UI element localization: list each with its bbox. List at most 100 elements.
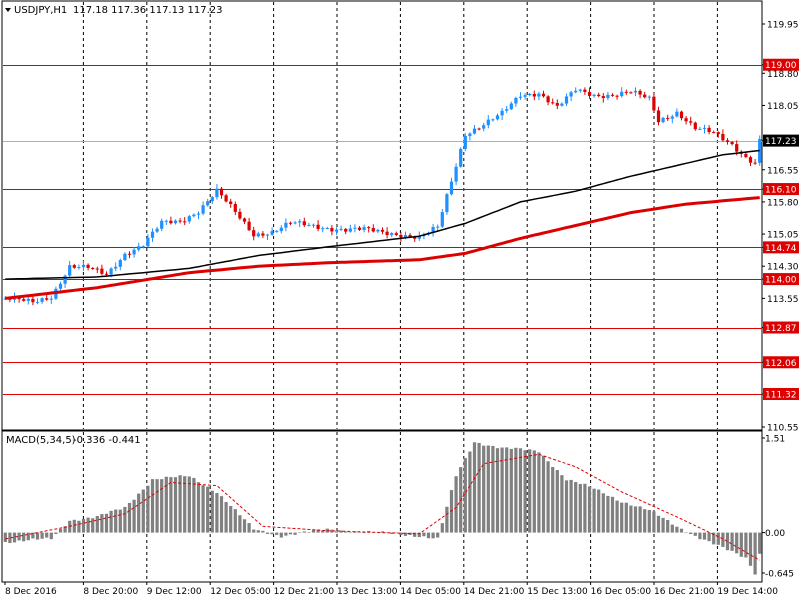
candle-body (247, 221, 251, 231)
candle-body (744, 153, 748, 158)
macd-bar (574, 482, 578, 533)
price-level-label: 112.06 (765, 359, 797, 369)
candle-body (63, 275, 67, 284)
candle-body (40, 298, 44, 302)
macd-bar (229, 505, 233, 533)
macd-bar (753, 532, 757, 575)
candlestick-series (3, 87, 762, 306)
candle-body (325, 228, 329, 230)
candle-body (137, 246, 141, 250)
macd-tick-label: 0.00 (765, 529, 785, 539)
macd-bar (81, 518, 86, 533)
macd-bar (215, 493, 219, 533)
candle-body (712, 132, 716, 134)
candle-body (574, 90, 578, 93)
macd-bar (744, 532, 748, 558)
candle-body (537, 93, 541, 97)
macd-bar (601, 493, 605, 533)
macd-bar (362, 532, 366, 534)
candle-body (173, 220, 178, 224)
price-tick-label: 115.05 (767, 231, 799, 241)
macd-bar (77, 520, 81, 533)
candle-body (394, 233, 398, 235)
candle-body (583, 89, 587, 92)
candle-body (81, 264, 86, 267)
candle-body (68, 265, 72, 276)
macd-bar (716, 532, 720, 545)
macd-bar (730, 532, 734, 551)
candle-body (675, 111, 679, 117)
macd-bar (633, 506, 638, 533)
macd-bar (638, 506, 642, 533)
macd-bar (31, 532, 35, 539)
macd-bar (615, 500, 619, 533)
candle-body (118, 260, 122, 267)
macd-bar (702, 532, 707, 540)
candle-body (150, 231, 155, 238)
candle-body (518, 96, 523, 98)
macd-bar (45, 532, 49, 538)
macd-bar (3, 532, 7, 542)
candle-body (390, 233, 394, 236)
macd-bar (721, 532, 725, 547)
macd-bar (583, 483, 587, 533)
candle-body (551, 102, 555, 104)
candle-body (22, 299, 26, 301)
macd-bar (146, 485, 150, 533)
macd-bar (394, 532, 398, 534)
macd-bar (219, 496, 224, 533)
macd-bar (463, 458, 467, 533)
candle-body (684, 118, 688, 122)
macd-bar (597, 489, 601, 533)
macd-bar (661, 517, 665, 533)
time-tick-label: 12 Dec 05:00 (210, 587, 271, 597)
macd-bar (679, 528, 684, 533)
candle-body (192, 214, 196, 217)
candle-body (468, 133, 472, 136)
candle-body (307, 224, 311, 226)
price-tick-label: 118.05 (767, 102, 799, 112)
candle-body (109, 268, 113, 275)
macd-bar (675, 526, 679, 533)
macd-bar (454, 476, 458, 533)
macd-bar (509, 448, 513, 533)
candle-body (399, 234, 403, 238)
macd-bar (22, 532, 26, 542)
macd-bar (132, 499, 136, 533)
candle-body (261, 233, 265, 236)
candle-body (91, 267, 95, 269)
candle-body (666, 117, 670, 119)
candle-body (454, 166, 458, 182)
candle-body (514, 97, 518, 104)
candle-body (330, 228, 334, 232)
macd-bar (758, 532, 762, 554)
price-level-label: 111.32 (765, 390, 797, 400)
candle-body (546, 96, 550, 103)
candle-body (629, 92, 633, 94)
macd-bar (477, 442, 481, 533)
candle-body (445, 194, 449, 213)
ohlc-values: 117.18 117.36 117.13 117.23 (73, 5, 223, 16)
candle-body (707, 127, 711, 133)
time-tick-label: 16 Dec 21:00 (654, 587, 715, 597)
macd-bar (518, 448, 523, 533)
macd-bar (160, 479, 164, 533)
macd-bar (26, 532, 30, 541)
macd-tick-label: 1.51 (765, 435, 785, 445)
macd-bar (192, 477, 196, 533)
time-tick-label: 9 Dec 12:00 (147, 587, 202, 597)
candle-body (482, 125, 486, 129)
macd-bar (652, 511, 656, 533)
candle-body (679, 111, 684, 119)
candle-body (647, 96, 651, 98)
candle-body (601, 96, 605, 99)
macd-bar (35, 532, 40, 540)
macd-axis: 1.51 0.00 -0.645 (762, 435, 794, 580)
macd-bar (72, 519, 76, 533)
dropdown-triangle-icon[interactable] (5, 8, 11, 12)
macd-bar (537, 452, 541, 533)
macd-bar (265, 532, 270, 534)
macd-bar (284, 532, 288, 536)
macd-bar (109, 510, 113, 533)
